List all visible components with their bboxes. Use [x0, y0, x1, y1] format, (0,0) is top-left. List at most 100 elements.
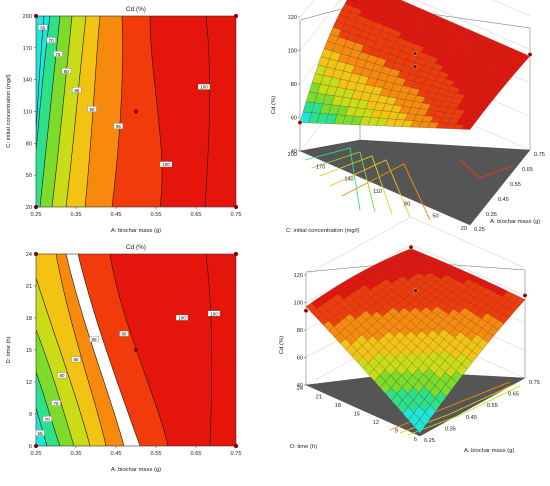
z-tick-label: 120	[288, 15, 297, 21]
y-tick-label: 110	[23, 110, 32, 116]
x-tick-label: 0.45	[111, 451, 122, 457]
contour-label-box	[119, 330, 129, 337]
z-tick-label: 100	[294, 301, 303, 307]
design-point	[408, 244, 414, 250]
z-tick-label: 40	[291, 149, 297, 155]
y-axis-label: D: time (h)	[6, 336, 12, 363]
y-tick-label: 80	[404, 201, 410, 207]
contour-label-box	[53, 51, 63, 57]
y-tick-label: 50	[432, 214, 438, 220]
x-tick-label: 0.75	[231, 212, 242, 218]
z-tick-label: 120	[294, 273, 303, 279]
contour-label-box	[72, 87, 82, 93]
contour-label: 80	[60, 373, 65, 378]
contour-label: 85	[74, 88, 79, 93]
y-tick-label: 80	[26, 141, 32, 147]
contour-label-box	[89, 336, 99, 342]
x-tick-label: 0.35	[71, 451, 82, 457]
contour-label: 90	[92, 337, 97, 342]
contour-label: 100	[162, 162, 170, 167]
y-tick-label: 12	[26, 380, 32, 386]
y-tick-label: 140	[23, 78, 32, 84]
contour-label-box	[42, 416, 52, 422]
response-surface	[305, 248, 526, 434]
contour-label-box	[197, 83, 211, 90]
contour-label: 100	[210, 311, 218, 316]
y-axis-label: D: time (h)	[290, 444, 317, 450]
y-axis-label: C: initial concentration (mg/l)	[286, 228, 360, 234]
y-tick-label: 9	[395, 429, 398, 435]
design-point	[413, 288, 418, 294]
y-tick-label: 15	[26, 348, 32, 354]
x-tick-label: 0.65	[508, 392, 519, 398]
z-tick-label: 100	[288, 49, 297, 55]
contour-label-box	[159, 161, 173, 168]
contour-lines	[36, 254, 213, 446]
x-tick-label: 0.45	[466, 415, 477, 421]
y-tick-label: 24	[297, 386, 303, 392]
surface-cell	[461, 124, 474, 130]
contour-label: 75	[56, 52, 61, 57]
contour-plot-initial-concentration: Cd (%) 65 70 75 80 85 90 95 100 100 0.25 0.35 0.45…	[6, 6, 241, 234]
x-tick-label: 0.25	[31, 212, 42, 218]
contour-label-box	[87, 106, 97, 112]
y-tick-label: 200	[23, 14, 32, 20]
x-tick-label: 0.75	[231, 451, 242, 457]
z-tick-label: 80	[297, 328, 303, 334]
surface-cell	[414, 419, 426, 434]
design-points	[303, 244, 528, 314]
design-point	[133, 347, 139, 353]
y-tick-label: 6	[414, 437, 417, 443]
y-tick-label: 6	[29, 444, 32, 450]
contour-label-box	[175, 314, 189, 321]
contour-label-box	[51, 400, 61, 406]
y-tick-label: 21	[26, 284, 32, 290]
design-point	[233, 13, 239, 19]
contour-fill	[36, 254, 236, 446]
x-tick-label: 0.25	[424, 438, 435, 444]
surface-plot-time: 40 60 80 100 120 0.25 0.35 0.45 0.55 0.65 0.75 6 9…	[279, 216, 540, 454]
y-tick-label: 50	[26, 173, 32, 179]
wall-gridline	[305, 244, 526, 303]
x-tick-label: 0.45	[498, 197, 509, 203]
contour-label: 95	[116, 124, 121, 129]
y-tick-label: 20	[461, 226, 467, 232]
y-tick-labels: 20 50 80 110 140 170 200	[23, 14, 36, 211]
x-tick-label: 0.35	[445, 426, 456, 432]
z-tick-label: 40	[297, 383, 303, 389]
design-point	[233, 251, 239, 257]
y-tick-label: 200	[288, 152, 297, 158]
design-point	[412, 51, 418, 56]
contour-label-box	[38, 24, 48, 31]
contour-label-box	[35, 430, 45, 436]
z-tick-label: 60	[291, 116, 297, 122]
contour-label: 95	[122, 332, 127, 337]
contour-label: 100	[178, 316, 186, 321]
y-tick-label: 110	[373, 189, 382, 195]
y-tick-label: 18	[26, 316, 32, 322]
y-tick-label: 170	[316, 164, 325, 170]
x-axis-label: A: biochar mass (g)	[464, 448, 514, 454]
contour-label-box	[61, 68, 72, 74]
x-axis-label: A: biochar mass (g)	[111, 228, 161, 234]
contour-labels: 65 70 75 80 85 90 95 100 100	[35, 310, 221, 436]
x-axis-label: A: biochar mass (g)	[490, 219, 540, 225]
contour-label-box	[71, 356, 81, 363]
contour-label: 65	[38, 431, 43, 436]
y-tick-label: 140	[344, 177, 353, 183]
x-tick-label: 0.35	[71, 212, 82, 218]
design-point	[133, 109, 139, 114]
contour-label-box	[46, 37, 56, 43]
design-points	[297, 51, 533, 125]
contour-label: 85	[74, 357, 79, 362]
z-tick-label: 60	[297, 356, 303, 362]
x-tick-label: 0.75	[534, 152, 545, 158]
x-tick-label: 0.25	[474, 227, 485, 233]
z-tick-labels: 40 60 80 100 120	[294, 273, 306, 389]
x-tick-label: 0.55	[151, 212, 162, 218]
contour-label: 90	[90, 107, 95, 112]
x-tick-label: 0.25	[31, 451, 42, 457]
contour-label-box	[57, 372, 67, 379]
design-point	[303, 308, 309, 314]
z-tick-labels: 40 60 80 100 120	[288, 15, 300, 155]
